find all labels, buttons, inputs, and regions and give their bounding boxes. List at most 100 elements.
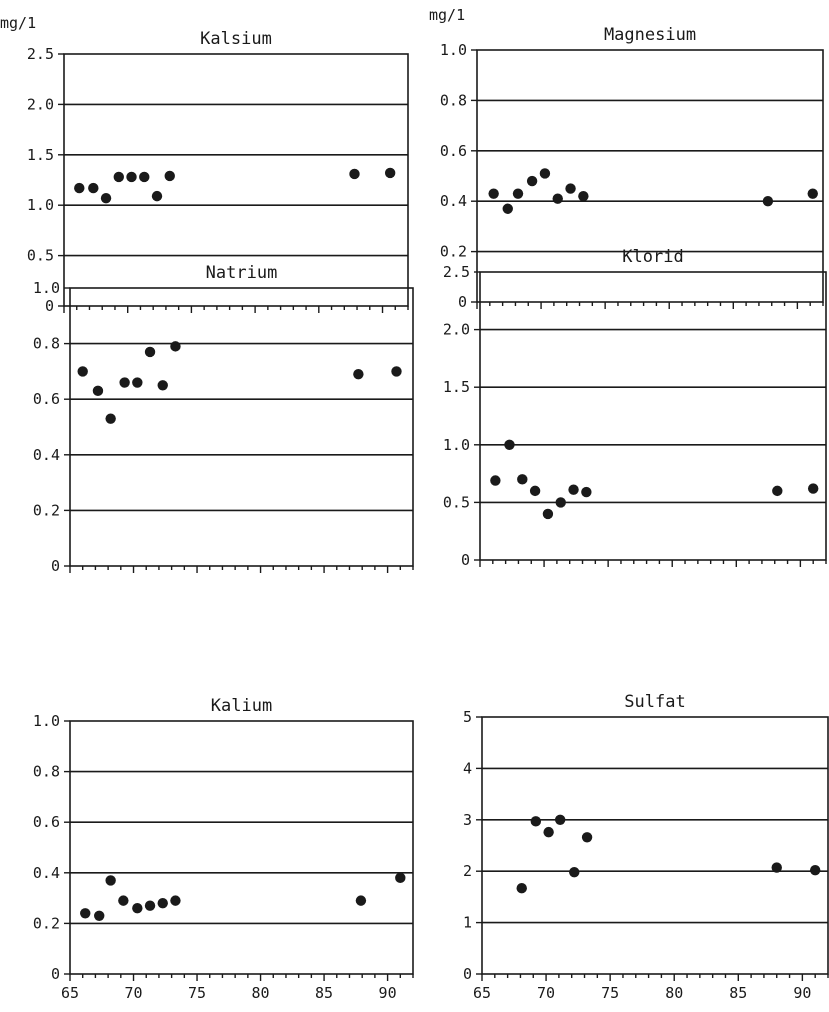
- chart-panel-natrium: 0 0.2 0.4 0.6 0.8 1.0 Natrium: [33, 263, 414, 575]
- data-point: [539, 168, 551, 179]
- y-tick-label: 2: [463, 862, 472, 880]
- data-point: [516, 882, 527, 894]
- data-point: [132, 377, 143, 388]
- data-point: [565, 183, 576, 194]
- data-point: [118, 895, 129, 906]
- data-point: [144, 346, 156, 358]
- data-point: [170, 341, 181, 352]
- chart-panel-kalsium: 0 0.5 1.0 1.5 2.0 2.5 Kalsium mg/1: [0, 14, 409, 315]
- x-tick-label: 90: [793, 984, 811, 1002]
- y-tick-label: 0.5: [443, 493, 470, 511]
- y-tick-label: 0: [461, 551, 470, 569]
- y-tick-label: 1: [463, 914, 472, 932]
- plot-frame: [476, 49, 824, 303]
- data-point: [105, 875, 116, 886]
- y-tick-label: 0.2: [33, 914, 60, 932]
- chart-title: Kalium: [211, 696, 272, 716]
- x-tick-label: 85: [315, 984, 333, 1002]
- data-point: [542, 508, 554, 520]
- data-point: [132, 903, 143, 914]
- data-point: [384, 167, 396, 179]
- y-tick-label: 3: [463, 811, 472, 829]
- y-tick-label: 0.4: [33, 864, 60, 882]
- y-tick-label: 2.0: [27, 95, 54, 113]
- y-tick-label: 1.5: [443, 378, 470, 396]
- data-point: [529, 485, 541, 497]
- x-tick-label: 70: [537, 984, 555, 1002]
- data-point: [762, 196, 774, 207]
- x-tick-label: 65: [61, 984, 79, 1002]
- data-point: [581, 832, 593, 843]
- data-point: [170, 895, 181, 906]
- chart-panel-magnesium: 0 0.2 0.4 0.6 0.8 1.0 Magnesium mg/1: [429, 6, 824, 311]
- data-point: [807, 483, 819, 494]
- data-point: [92, 385, 104, 397]
- x-tick-label: 80: [665, 984, 683, 1002]
- data-point: [139, 171, 150, 183]
- unit-label: mg/1: [0, 14, 36, 32]
- data-point: [353, 368, 364, 380]
- plot-frame: [63, 53, 409, 307]
- data-point: [517, 474, 528, 485]
- data-point: [526, 175, 538, 187]
- data-point: [488, 188, 499, 199]
- y-tick-label: 0.2: [33, 501, 60, 519]
- y-tick-label: 0.6: [33, 390, 60, 408]
- chart-title: Magnesium: [604, 25, 696, 45]
- plot-frame: [69, 287, 414, 567]
- y-tick-label: 0.6: [33, 813, 60, 831]
- plot-frame: [481, 716, 829, 975]
- data-point: [113, 171, 124, 183]
- data-point: [74, 182, 85, 194]
- chart-title: Kalsium: [200, 29, 272, 49]
- data-point: [490, 475, 501, 486]
- data-point: [144, 900, 156, 911]
- data-point: [569, 867, 580, 878]
- y-tick-label: 1.0: [33, 712, 60, 730]
- y-tick-label: 0.8: [440, 91, 467, 109]
- data-point: [568, 484, 579, 495]
- data-point: [512, 188, 524, 199]
- chart-panel-kalium: 0 0.2 0.4 0.6 0.8 1.0 65 70 75 80 85 90 Kalium: [33, 696, 414, 1002]
- y-tick-label: 1.0: [27, 196, 54, 214]
- data-point: [157, 897, 168, 909]
- data-point: [502, 203, 513, 214]
- y-tick-label: 2.5: [27, 45, 54, 63]
- data-point: [391, 366, 402, 377]
- data-point: [772, 485, 783, 497]
- x-tick-label: 90: [379, 984, 397, 1002]
- data-point: [530, 816, 542, 827]
- y-tick-label: 2.0: [443, 321, 470, 339]
- data-point: [771, 862, 782, 873]
- y-tick-label: 0: [458, 293, 467, 311]
- data-point: [126, 171, 137, 183]
- x-tick-label: 75: [601, 984, 619, 1002]
- x-tick-label: 75: [188, 984, 206, 1002]
- y-tick-label: 2.5: [443, 263, 470, 281]
- y-tick-label: 1.5: [27, 146, 54, 164]
- y-tick-label: 0.4: [440, 192, 467, 210]
- chart-panel-sulfat: 0 1 2 3 4 5 65 70 75 80 85 90 Sulfat: [463, 692, 829, 1002]
- y-tick-label: 0.2: [440, 243, 467, 261]
- y-tick-label: 0.6: [440, 142, 467, 160]
- data-point: [151, 190, 163, 202]
- data-point: [94, 910, 105, 922]
- y-tick-label: 0: [463, 965, 472, 983]
- y-tick-label: 5: [463, 708, 472, 726]
- data-point: [164, 170, 175, 182]
- y-tick-label: 0.8: [33, 335, 60, 353]
- y-tick-label: 1.0: [443, 436, 470, 454]
- data-point: [395, 872, 406, 884]
- chart-panel-klorid: 0 0.5 1.0 1.5 2.0 2.5 Klorid: [443, 247, 827, 569]
- data-point: [809, 864, 821, 876]
- data-point: [77, 366, 88, 377]
- data-point: [552, 193, 563, 204]
- unit-label: mg/1: [429, 6, 465, 24]
- y-tick-label: 0: [45, 297, 54, 315]
- data-point: [157, 380, 168, 391]
- y-tick-label: 0.8: [33, 763, 60, 781]
- y-tick-label: 0.4: [33, 446, 60, 464]
- x-tick-label: 65: [473, 984, 491, 1002]
- chart-title: Sulfat: [624, 692, 685, 712]
